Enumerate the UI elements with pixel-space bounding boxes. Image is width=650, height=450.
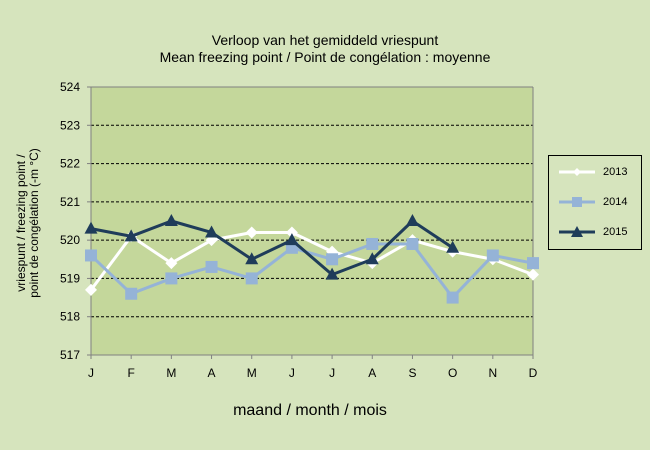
y-tick-label: 521 bbox=[60, 195, 80, 209]
y-tick-label: 524 bbox=[60, 80, 80, 94]
legend-label-2014: 2014 bbox=[603, 196, 628, 208]
data-point-2015 bbox=[365, 252, 379, 265]
data-point-2015 bbox=[205, 225, 219, 238]
data-point-2013 bbox=[85, 283, 97, 296]
data-point-2014 bbox=[446, 291, 459, 304]
y-tick-label: 520 bbox=[60, 233, 80, 247]
data-point-2015 bbox=[446, 240, 460, 253]
data-point-2015 bbox=[285, 233, 299, 246]
legend-swatch-2015 bbox=[559, 226, 595, 237]
plot-area bbox=[91, 87, 533, 355]
data-point-2014 bbox=[527, 257, 539, 270]
legend-item-2015: 2015 bbox=[557, 222, 641, 242]
legend-label-2013: 2013 bbox=[603, 166, 628, 178]
y-axis-label-line2: point de congélation (-m °C) bbox=[27, 148, 41, 298]
series-layer bbox=[84, 214, 539, 304]
y-tick-label: 519 bbox=[60, 271, 80, 285]
legend-item-2013: 2013 bbox=[557, 162, 641, 182]
legend-label-2015: 2015 bbox=[603, 226, 628, 238]
x-tick-label: A bbox=[208, 366, 216, 380]
x-tick-label: O bbox=[448, 366, 457, 380]
x-tick-label: J bbox=[329, 366, 335, 380]
y-axis-label: vriespunt / freezing point / point de co… bbox=[14, 123, 41, 323]
series-line-2014 bbox=[89, 242, 534, 300]
data-point-2015 bbox=[124, 229, 138, 242]
data-point-2014 bbox=[165, 272, 178, 285]
chart-title: Verloop van het gemiddeld vriespunt bbox=[211, 32, 439, 48]
data-point-2014 bbox=[326, 253, 339, 266]
data-point-2014 bbox=[486, 249, 499, 262]
x-tick-label: M bbox=[247, 366, 257, 380]
data-point-2015 bbox=[164, 214, 178, 226]
series-line-2015 bbox=[90, 219, 454, 277]
data-point-2015 bbox=[325, 267, 339, 280]
x-tick-label: J bbox=[88, 366, 94, 380]
data-point-2015 bbox=[405, 214, 419, 226]
data-point-2013 bbox=[245, 226, 258, 239]
x-tick-label: J bbox=[289, 366, 295, 380]
data-point-2013 bbox=[527, 268, 539, 281]
data-point-2014 bbox=[366, 237, 379, 250]
data-point-2014 bbox=[205, 260, 218, 273]
y-tick-label: 518 bbox=[60, 310, 80, 324]
x-tick-label: D bbox=[529, 366, 538, 380]
data-point-2015 bbox=[245, 252, 259, 265]
legend-swatch-2014 bbox=[559, 197, 595, 207]
x-tick-label: S bbox=[408, 366, 416, 380]
data-point-2014 bbox=[85, 249, 97, 262]
y-tick-labels: 517 518 519 520 521 522 523 524 bbox=[60, 80, 80, 362]
x-tick-label: A bbox=[368, 366, 376, 380]
legend-swatch-2013 bbox=[559, 168, 595, 176]
x-axis-label: maand / month / mois bbox=[233, 402, 387, 419]
legend: 2013 2014 2015 bbox=[548, 155, 642, 250]
axes bbox=[87, 86, 534, 359]
y-tick-label: 522 bbox=[60, 157, 80, 171]
series-line-2013 bbox=[89, 230, 534, 291]
data-point-2015 bbox=[84, 221, 98, 234]
x-tick-label: F bbox=[128, 366, 135, 380]
data-point-2013 bbox=[165, 257, 178, 270]
x-tick-label: M bbox=[166, 366, 176, 380]
y-tick-label: 523 bbox=[60, 118, 80, 132]
data-point-2014 bbox=[125, 287, 138, 300]
x-tick-label: N bbox=[488, 366, 497, 380]
y-tick-label: 517 bbox=[60, 348, 80, 362]
data-point-2014 bbox=[245, 272, 258, 285]
chart-subtitle: Mean freezing point / Point de congélati… bbox=[159, 49, 491, 65]
data-point-2014 bbox=[406, 237, 419, 250]
legend-item-2014: 2014 bbox=[557, 192, 641, 212]
data-point-2013 bbox=[285, 226, 298, 239]
